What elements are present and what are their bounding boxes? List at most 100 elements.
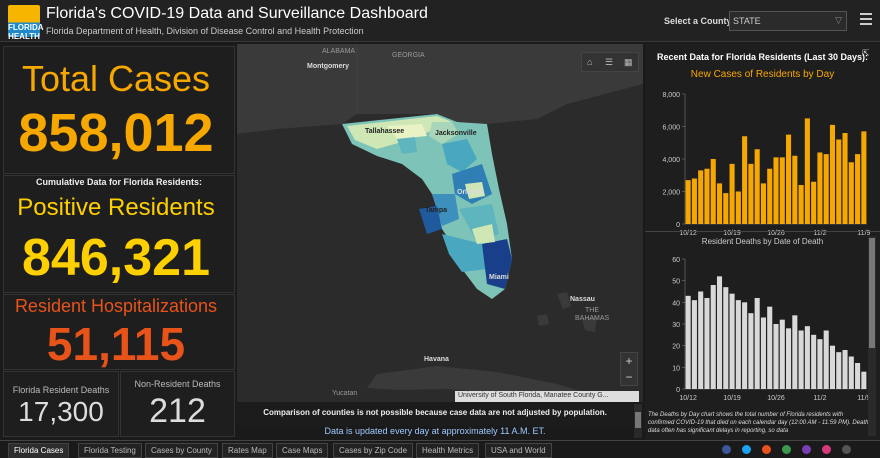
deaths-chart-bar[interactable]	[773, 324, 779, 389]
cases-chart-bar[interactable]	[742, 136, 748, 224]
tab-rates-map[interactable]: Rates Map	[222, 443, 273, 458]
deaths-chart-bar[interactable]	[691, 300, 697, 389]
tab-usa-and-world[interactable]: USA and World	[485, 443, 552, 458]
cases-chart-bar[interactable]	[823, 154, 829, 224]
zoom-out-button[interactable]: −	[625, 370, 633, 384]
map-attribution: University of South Florida, Manatee Cou…	[455, 391, 639, 402]
rss-icon[interactable]	[762, 445, 771, 454]
cases-chart-bar[interactable]	[829, 124, 836, 224]
zoom-in-button[interactable]: +	[625, 354, 633, 368]
deaths-chart-bar[interactable]	[836, 352, 842, 389]
cases-chart-bar[interactable]	[842, 133, 848, 224]
deaths-chart-xtick-label: 10/26	[767, 395, 785, 402]
basemap-icon[interactable]: ▦	[624, 57, 633, 67]
page-subtitle: Florida Department of Health, Division o…	[46, 26, 364, 36]
deaths-chart-bar[interactable]	[710, 285, 716, 389]
cases-chart-bar[interactable]	[861, 131, 867, 224]
cases-chart-bar[interactable]	[748, 163, 754, 224]
deaths-chart-bar[interactable]	[823, 330, 829, 390]
cases-chart-bar[interactable]	[798, 185, 804, 224]
youtube-icon[interactable]	[782, 445, 791, 454]
cases-chart-ytick-label: 8,000	[662, 92, 680, 99]
tab-cases-by-zip[interactable]: Cases by Zip Code	[333, 443, 414, 458]
cases-chart-bar[interactable]	[710, 159, 716, 224]
cases-chart-bar[interactable]	[729, 163, 735, 224]
cases-chart-bar[interactable]	[836, 139, 842, 225]
cases-chart-bar[interactable]	[811, 181, 817, 224]
facebook-icon[interactable]	[722, 445, 731, 454]
deaths-chart-bar[interactable]	[760, 317, 766, 390]
tab-cases-by-county[interactable]: Cases by County	[145, 443, 218, 458]
hamburger-menu-icon[interactable]	[860, 13, 872, 25]
tab-florida-testing[interactable]: Florida Testing	[78, 443, 142, 458]
tab-health-metrics[interactable]: Health Metrics	[416, 443, 480, 458]
deaths-chart-bar[interactable]	[742, 302, 748, 389]
deaths-chart-bar[interactable]	[704, 298, 710, 389]
deaths-chart-bar[interactable]	[817, 339, 823, 389]
cases-chart-bar[interactable]	[735, 191, 741, 225]
notes-scrollbar[interactable]	[634, 404, 642, 438]
home-icon[interactable]: ⌂	[587, 57, 593, 67]
logo-text: FLORIDA HEALTH	[8, 23, 44, 41]
deaths-chart-bar[interactable]	[861, 371, 867, 389]
map-label-orlando: Orlando	[457, 189, 484, 196]
email-icon[interactable]	[842, 445, 851, 454]
cases-chart: 0 2,000 4,000 6,000 8,000 10/12 10/19 10/26 11/2…	[662, 92, 870, 237]
deaths-chart-bar[interactable]	[735, 300, 741, 389]
deaths-chart-bar[interactable]	[685, 295, 691, 389]
cases-chart-bar[interactable]	[773, 157, 779, 224]
deaths-chart-bar[interactable]	[842, 350, 848, 389]
instagram-icon[interactable]	[802, 445, 811, 454]
cases-chart-xtick-label: 10/26	[767, 230, 785, 237]
deaths-chart-bar[interactable]	[786, 328, 792, 389]
stats-column: Total Cases 858,012 Cumulative Data for …	[0, 44, 236, 438]
county-map[interactable]: ALABAMA GEORGIA Montgomery Tallahassee J…	[237, 44, 643, 402]
list-icon[interactable]: ☰	[605, 57, 614, 67]
deaths-chart-bar[interactable]	[723, 287, 729, 389]
nonres-deaths-label: Non-Resident Deaths	[134, 379, 221, 389]
twitter-icon[interactable]	[742, 445, 751, 454]
county-select[interactable]: STATE ▽	[729, 11, 847, 31]
cases-chart-bar[interactable]	[792, 155, 798, 224]
county-select-value: STATE	[733, 16, 761, 26]
deaths-chart-bar[interactable]	[779, 319, 785, 389]
cases-chart-bar[interactable]	[804, 118, 810, 224]
deaths-chart-bar[interactable]	[716, 276, 723, 389]
cases-chart-bar[interactable]	[848, 162, 854, 224]
cases-chart-bar[interactable]	[760, 183, 766, 224]
deaths-chart-bar[interactable]	[829, 345, 836, 389]
positive-residents-label: Positive Residents	[17, 194, 215, 221]
deaths-chart-bar[interactable]	[754, 298, 760, 389]
cases-chart-bar[interactable]	[691, 178, 697, 225]
tab-case-maps[interactable]: Case Maps	[276, 443, 329, 458]
cases-chart-bar[interactable]	[704, 168, 710, 224]
recent-data-title: Recent Data for Florida Residents (Last …	[656, 52, 869, 62]
cases-chart-bar[interactable]	[723, 193, 729, 224]
cases-chart-bar[interactable]	[817, 152, 823, 225]
deaths-chart-bar[interactable]	[798, 330, 804, 390]
right-panel-scrollbar[interactable]	[868, 236, 876, 436]
cases-chart-bar[interactable]	[754, 149, 760, 224]
deaths-chart-bar[interactable]	[855, 363, 861, 389]
deaths-chart-bar[interactable]	[848, 356, 854, 390]
deaths-chart-bar[interactable]	[729, 293, 735, 389]
deaths-chart-bar[interactable]	[792, 315, 798, 389]
cases-chart-bar[interactable]	[855, 154, 861, 224]
chevron-down-icon: ▽	[835, 15, 842, 25]
deaths-chart-ytick-label: 60	[672, 257, 680, 264]
cases-chart-bar[interactable]	[698, 170, 704, 224]
cases-chart-bar[interactable]	[716, 183, 723, 224]
cases-chart-bar[interactable]	[685, 180, 691, 224]
external-link-icon[interactable]: ⇱	[862, 48, 870, 58]
deaths-chart-bar[interactable]	[811, 334, 817, 389]
header-bar: FLORIDA HEALTH Florida's COVID-19 Data a…	[0, 0, 880, 42]
deaths-chart-bar[interactable]	[767, 306, 773, 389]
flickr-icon[interactable]	[822, 445, 831, 454]
deaths-chart-bar[interactable]	[804, 326, 810, 389]
tab-florida-cases[interactable]: Florida Cases	[8, 443, 70, 458]
cases-chart-bar[interactable]	[779, 157, 785, 224]
cases-chart-bar[interactable]	[767, 168, 773, 224]
deaths-chart-bar[interactable]	[698, 291, 704, 390]
deaths-chart-bar[interactable]	[748, 313, 754, 389]
cases-chart-bar[interactable]	[786, 134, 792, 224]
